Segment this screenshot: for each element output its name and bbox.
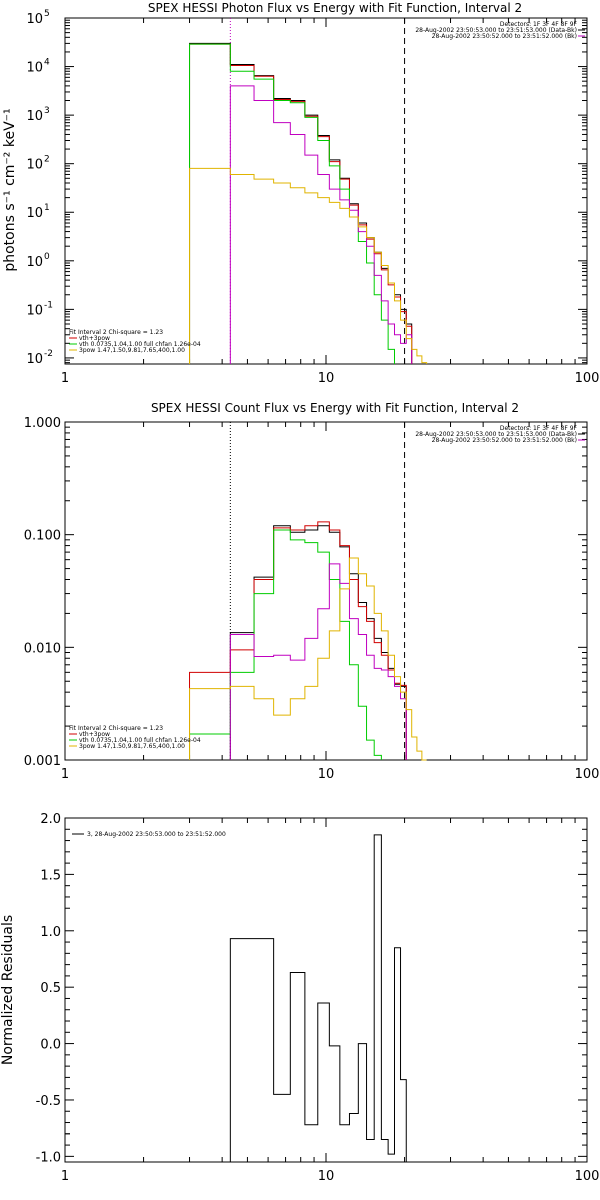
- y-tick-exponent: 2: [44, 155, 50, 165]
- x-tick-label: 10: [318, 767, 335, 782]
- count-flux-panel: SPEX HESSI Count Flux vs Energy with Fit…: [24, 401, 600, 782]
- series-line: [229, 85, 413, 364]
- x-tick-label: 100: [575, 1169, 600, 1184]
- legend-label: 3pow 1.47,1.50,9.81,7.65,400,1.00: [79, 347, 185, 354]
- series-line: [189, 167, 428, 364]
- y-tick-label: 10: [26, 109, 43, 124]
- legend-bottom: Fit Interval 2 Chi-square = 1.23vth+3pow…: [69, 329, 201, 354]
- series-line: [229, 834, 407, 1162]
- y-tick-label: 1.0: [40, 925, 61, 940]
- legend-label: 3pow 1.47,1.50,9.81,7.65,400,1.00: [79, 743, 185, 750]
- y-tick-label: 1.5: [40, 868, 61, 883]
- residuals-panel: Normalized Residuals 3, 28-Aug-2002 23:5…: [0, 812, 599, 1184]
- legend-label: 28-Aug-2002 23:50:52.000 to 23:51:52.000…: [432, 437, 577, 444]
- x-tick-label: 10: [318, 1169, 335, 1184]
- y-tick-exponent: 1: [44, 203, 50, 213]
- legend-label: vth 0.0735,1.04,1.00 full chfan 1.26e-04: [79, 341, 201, 348]
- legend-bottom: Fit Interval 2 Chi-square = 1.23vth+3pow…: [69, 725, 201, 750]
- y-tick-exponent: 0: [44, 252, 50, 262]
- legend-label: Detectors: 1F 3F 4F 8F 9F: [500, 425, 578, 432]
- legend-label: 28-Aug-2002 23:50:52.000 to 23:51:52.000…: [432, 33, 577, 40]
- y-tick-label: 1.000: [24, 416, 61, 431]
- chart-title: SPEX HESSI Count Flux vs Energy with Fit…: [151, 401, 519, 415]
- legend-label: vth 0.0735,1.04,1.00 full chfan 1.26e-04: [79, 737, 201, 744]
- y-tick-label: 0.001: [24, 754, 61, 769]
- y-tick-label: 10: [26, 61, 43, 76]
- y-tick-exponent: 3: [44, 106, 50, 116]
- series-line: [189, 521, 407, 760]
- legend-label: 28-Aug-2002 23:50:53.000 to 23:51:53.000…: [415, 431, 577, 438]
- y-axis-label: Normalized Residuals: [0, 915, 16, 1065]
- y-tick-label: 0.100: [24, 529, 61, 544]
- series-line: [229, 563, 407, 760]
- legend-label: 28-Aug-2002 23:50:53.000 to 23:51:53.000…: [415, 27, 577, 34]
- svg-text:photons s⁻¹ cm⁻² keV⁻¹: photons s⁻¹ cm⁻² keV⁻¹: [2, 108, 18, 271]
- y-tick-label: 0.0: [40, 1038, 61, 1053]
- axis-ticks: [64, 17, 587, 364]
- y-tick-exponent: -2: [44, 349, 53, 359]
- x-tick-label: 1: [61, 371, 69, 386]
- y-tick-label: 10: [26, 352, 43, 367]
- y-tick-exponent: -1: [44, 300, 53, 310]
- legend-label: vth+3pow: [79, 335, 110, 342]
- y-tick-label: 2.0: [40, 812, 61, 827]
- series-line: [189, 43, 413, 364]
- x-tick-label: 100: [575, 371, 600, 386]
- y-tick-label: 0.5: [40, 981, 61, 996]
- series-line: [189, 43, 395, 364]
- x-tick-label: 100: [575, 767, 600, 782]
- x-tick-label: 1: [61, 1169, 69, 1184]
- y-tick-exponent: 5: [44, 9, 50, 19]
- plot-frame: [64, 817, 588, 1163]
- legend-label: Detectors: 1F 3F 4F 8F 9F: [500, 21, 578, 28]
- series-line: [189, 42, 413, 364]
- x-tick-label: 10: [318, 371, 335, 386]
- plot-frame: [64, 17, 588, 365]
- y-tick-label: 10: [26, 303, 43, 318]
- y-tick-label: 10: [26, 12, 43, 27]
- legend-label: Fit Interval 2 Chi-square = 1.23: [69, 725, 163, 732]
- y-axis-label: photons s⁻¹ cm⁻² keV⁻¹: [2, 108, 18, 271]
- x-tick-label: 1: [61, 767, 69, 782]
- y-tick-label: 10: [26, 255, 43, 270]
- y-tick-label: -0.5: [36, 1094, 61, 1109]
- y-tick-label: 0.010: [24, 641, 61, 656]
- plot-frame: [64, 421, 588, 761]
- photon-flux-panel: SPEX HESSI Photon Flux vs Energy with Fi…: [2, 1, 599, 386]
- y-tick-exponent: 4: [44, 58, 50, 68]
- y-tick-label: -1.0: [36, 1150, 61, 1165]
- axis-ticks: [64, 817, 587, 1162]
- legend-label: vth+3pow: [79, 731, 110, 738]
- legend: 3, 28-Aug-2002 23:50:53.000 to 23:51:52.…: [72, 831, 226, 838]
- legend-label: Fit Interval 2 Chi-square = 1.23: [69, 329, 163, 336]
- series-line: [189, 557, 427, 761]
- axis-ticks: [64, 421, 587, 761]
- legend-label: 3, 28-Aug-2002 23:50:53.000 to 23:51:52.…: [87, 831, 226, 838]
- y-tick-label: 10: [26, 158, 43, 173]
- y-tick-label: 10: [26, 206, 43, 221]
- series-line: [189, 529, 382, 760]
- chart-title: SPEX HESSI Photon Flux vs Energy with Fi…: [148, 1, 522, 15]
- svg-text:Normalized Residuals: Normalized Residuals: [0, 915, 16, 1065]
